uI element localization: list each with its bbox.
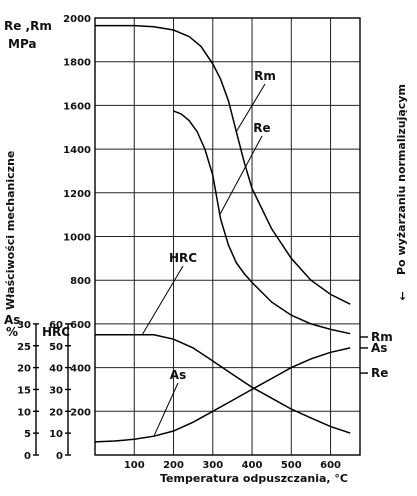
curve-re: [173, 110, 351, 335]
right-annotation-rm: Rm: [371, 330, 393, 344]
y-main-tick-label: 1200: [63, 189, 91, 200]
as-tick-label: 25: [17, 342, 31, 353]
y-main-tick-label: 1800: [63, 58, 91, 69]
y-main-tick-label: 400: [70, 364, 91, 375]
as-tick-label: 5: [24, 429, 31, 440]
y-axis-title: Właściwości mechaniczne: [4, 151, 17, 310]
hrc-tick-label: 20: [49, 407, 63, 418]
hrc-tick-label: 50: [49, 342, 63, 353]
leader-hrc: [141, 265, 184, 336]
as-tick-label: 30: [17, 320, 31, 331]
hrc-tick-label: 40: [49, 364, 63, 375]
right-side-label: Po wyżarzaniu normalizującym: [395, 84, 408, 275]
right-annotation-re: Re: [371, 366, 388, 380]
right-annotation-as: As: [371, 341, 387, 355]
as-tick-label: 20: [17, 364, 31, 375]
as-tick-label: 0: [24, 451, 31, 462]
curve-label-re: Re: [253, 121, 270, 135]
y-main-tick-label: 1600: [63, 101, 91, 112]
curve-as: [94, 347, 351, 443]
hrc-tick-label: 30: [49, 385, 63, 396]
as-tick-label: 10: [17, 407, 31, 418]
grid-lines: [95, 17, 360, 455]
y-as-unit: %: [6, 325, 18, 339]
x-axis-title: Temperatura odpuszczania, °C: [160, 472, 348, 485]
x-tick-label: 100: [124, 460, 145, 471]
leader-as: [153, 382, 179, 437]
x-tick-label: 500: [281, 460, 302, 471]
x-tick-label: 600: [320, 460, 341, 471]
curve-label-rm: Rm: [254, 69, 276, 83]
hrc-tick-label: 60: [49, 320, 63, 331]
x-tick-label: 300: [202, 460, 223, 471]
y-main-tick-label: 600: [70, 320, 91, 331]
y-main-tick-label: 200: [70, 407, 91, 418]
curve-label-hrc: HRC: [169, 251, 197, 265]
hrc-tick-label: 10: [49, 429, 63, 440]
y-main-unit: MPa: [8, 37, 37, 51]
hrc-tick-label: 0: [56, 451, 63, 462]
y-hrc-label: HRC: [42, 325, 70, 339]
y-main-tick-label: 800: [70, 276, 91, 287]
x-tick-label: 400: [242, 460, 263, 471]
y-as-label: As: [4, 313, 20, 327]
curve-label-as: As: [170, 368, 186, 382]
as-tick-label: 15: [17, 385, 31, 396]
y-main-label: Re ,Rm: [4, 19, 52, 33]
x-tick-label: 200: [163, 460, 184, 471]
right-side-arrow: ↓: [398, 290, 407, 303]
curve-rm: [95, 24, 351, 305]
y-main-tick-label: 1400: [63, 145, 91, 156]
leader-rm: [235, 83, 266, 132]
y-main-tick-label: 1000: [63, 233, 91, 244]
y-main-tick-label: 2000: [63, 14, 91, 25]
leader-re: [219, 135, 263, 215]
tick-labels: 100 200 300 400 500 6002004006008001000120014…: [17, 14, 341, 471]
plot-frame: [94, 17, 361, 456]
curve-hrc: [95, 334, 351, 434]
curves: [94, 24, 351, 443]
